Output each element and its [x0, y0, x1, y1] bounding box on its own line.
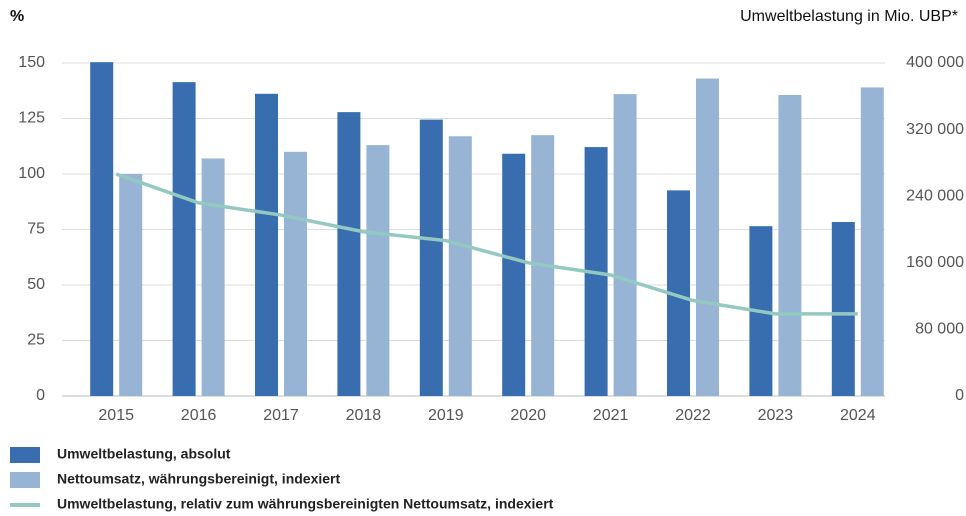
bar: [90, 62, 114, 396]
legend-label: Nettoumsatz, währungsbereinigt, indexier…: [57, 471, 340, 487]
y2-tick-label: 320 000: [906, 121, 964, 138]
x-tick-label: 2019: [428, 407, 464, 424]
bar: [696, 78, 719, 396]
bar: [860, 87, 884, 397]
y2-tick-label: 80 000: [915, 321, 964, 338]
bar: [448, 136, 472, 396]
legend-label: Umweltbelastung, absolut: [57, 446, 231, 462]
bar: [172, 82, 196, 397]
x-tick-label: 2023: [758, 407, 794, 424]
y-tick-label: 100: [18, 165, 45, 182]
x-tick-label: 2016: [181, 407, 217, 424]
legend-label: Umweltbelastung, relativ zum währungsber…: [57, 496, 554, 512]
y-tick-label: 125: [18, 110, 45, 127]
bar: [255, 93, 278, 397]
bar: [337, 112, 361, 397]
y2-tick-label: 0: [955, 387, 964, 404]
legend-swatch: [10, 447, 40, 463]
y-axis-label: %: [10, 8, 24, 25]
bar: [613, 94, 637, 396]
bar: [502, 153, 526, 396]
y2-tick-label: 400 000: [906, 54, 964, 71]
x-tick-label: 2017: [263, 407, 299, 424]
bar: [284, 151, 307, 396]
y-tick-label: 150: [18, 54, 45, 71]
bar: [366, 145, 390, 396]
bar: [667, 190, 690, 396]
x-tick-label: 2020: [510, 407, 546, 424]
bar: [119, 174, 143, 396]
x-tick-label: 2024: [840, 407, 876, 424]
x-tick-label: 2021: [593, 407, 629, 424]
x-tick-label: 2022: [675, 407, 711, 424]
y2-tick-label: 240 000: [906, 187, 964, 204]
bar: [201, 158, 225, 396]
x-tick-label: 2015: [98, 407, 134, 424]
y2-axis-label: Umweltbelastung in Mio. UBP*: [740, 8, 958, 25]
y-tick-label: 25: [27, 332, 45, 349]
legend-swatch: [10, 472, 40, 488]
y-tick-label: 0: [36, 387, 45, 404]
line: [115, 172, 858, 316]
y-tick-label: 75: [27, 221, 45, 238]
bar: [831, 222, 855, 396]
bar: [419, 119, 443, 397]
y2-tick-label: 160 000: [906, 254, 964, 271]
y-tick-label: 50: [27, 276, 45, 293]
x-tick-label: 2018: [346, 407, 382, 424]
bar: [778, 94, 802, 396]
